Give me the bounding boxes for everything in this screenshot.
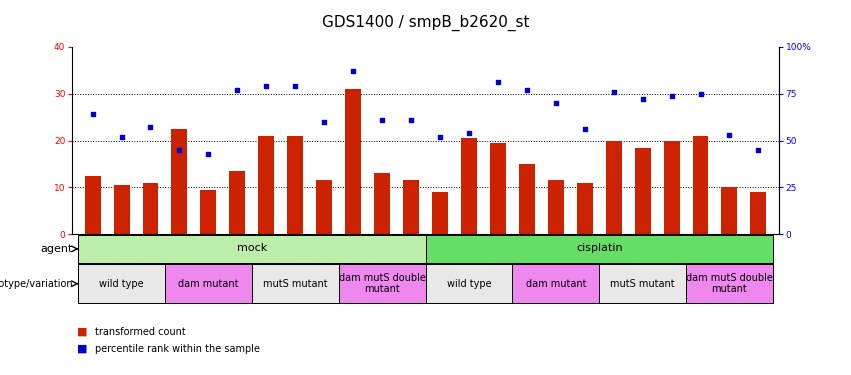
Point bbox=[578, 126, 591, 132]
Text: dam mutant: dam mutant bbox=[178, 279, 238, 289]
Bar bbox=[606, 141, 621, 234]
Text: cisplatin: cisplatin bbox=[576, 243, 622, 253]
Bar bbox=[635, 147, 650, 234]
Bar bbox=[142, 183, 158, 234]
Bar bbox=[113, 185, 129, 234]
Bar bbox=[165, 264, 252, 303]
Bar bbox=[339, 264, 426, 303]
Point bbox=[346, 68, 360, 74]
Point bbox=[636, 96, 649, 102]
Text: dam mutant: dam mutant bbox=[526, 279, 586, 289]
Point bbox=[549, 100, 563, 106]
Bar bbox=[519, 164, 534, 234]
Bar bbox=[512, 264, 599, 303]
Point bbox=[665, 93, 678, 99]
Bar bbox=[686, 264, 773, 303]
Point bbox=[404, 117, 418, 123]
Bar bbox=[288, 136, 303, 234]
Text: dam mutS double
mutant: dam mutS double mutant bbox=[339, 273, 426, 294]
Point bbox=[288, 83, 302, 89]
Text: percentile rank within the sample: percentile rank within the sample bbox=[95, 344, 260, 354]
Bar bbox=[346, 89, 361, 234]
Bar bbox=[230, 171, 245, 234]
Point bbox=[202, 151, 215, 157]
Bar bbox=[317, 180, 332, 234]
Point bbox=[144, 124, 157, 130]
Point bbox=[491, 80, 505, 86]
Bar bbox=[548, 180, 563, 234]
Bar bbox=[751, 192, 767, 234]
Bar bbox=[252, 264, 339, 303]
Point bbox=[433, 134, 447, 140]
Point bbox=[722, 132, 736, 138]
Point bbox=[317, 119, 331, 125]
Text: mutS mutant: mutS mutant bbox=[610, 279, 675, 289]
Point bbox=[375, 117, 389, 123]
Text: agent: agent bbox=[41, 244, 73, 254]
Point bbox=[173, 147, 186, 153]
Bar bbox=[201, 190, 216, 234]
Point bbox=[694, 91, 707, 97]
Bar bbox=[84, 176, 100, 234]
Text: wild type: wild type bbox=[447, 279, 491, 289]
Text: mock: mock bbox=[237, 243, 267, 253]
Point bbox=[260, 83, 273, 89]
Point bbox=[751, 147, 765, 153]
Bar bbox=[78, 235, 426, 263]
Text: mutS mutant: mutS mutant bbox=[263, 279, 328, 289]
Text: genotype/variation: genotype/variation bbox=[0, 279, 73, 289]
Bar bbox=[403, 180, 419, 234]
Text: dam mutS double
mutant: dam mutS double mutant bbox=[686, 273, 773, 294]
Bar bbox=[490, 143, 505, 234]
Bar bbox=[664, 141, 679, 234]
Text: ■: ■ bbox=[77, 327, 87, 337]
Bar bbox=[259, 136, 274, 234]
Point bbox=[520, 87, 534, 93]
Point bbox=[231, 87, 244, 93]
Point bbox=[462, 130, 476, 136]
Text: wild type: wild type bbox=[100, 279, 144, 289]
Bar bbox=[693, 136, 709, 234]
Bar bbox=[426, 235, 773, 263]
Point bbox=[607, 89, 620, 95]
Bar bbox=[426, 264, 512, 303]
Bar bbox=[78, 264, 165, 303]
Bar bbox=[172, 129, 187, 234]
Text: ■: ■ bbox=[77, 344, 87, 354]
Bar bbox=[432, 192, 448, 234]
Bar bbox=[577, 183, 592, 234]
Bar bbox=[722, 188, 738, 234]
Text: GDS1400 / smpB_b2620_st: GDS1400 / smpB_b2620_st bbox=[322, 15, 529, 31]
Bar bbox=[374, 173, 390, 234]
Bar bbox=[461, 138, 477, 234]
Text: transformed count: transformed count bbox=[95, 327, 186, 337]
Bar bbox=[599, 264, 686, 303]
Point bbox=[115, 134, 129, 140]
Point bbox=[86, 111, 100, 117]
